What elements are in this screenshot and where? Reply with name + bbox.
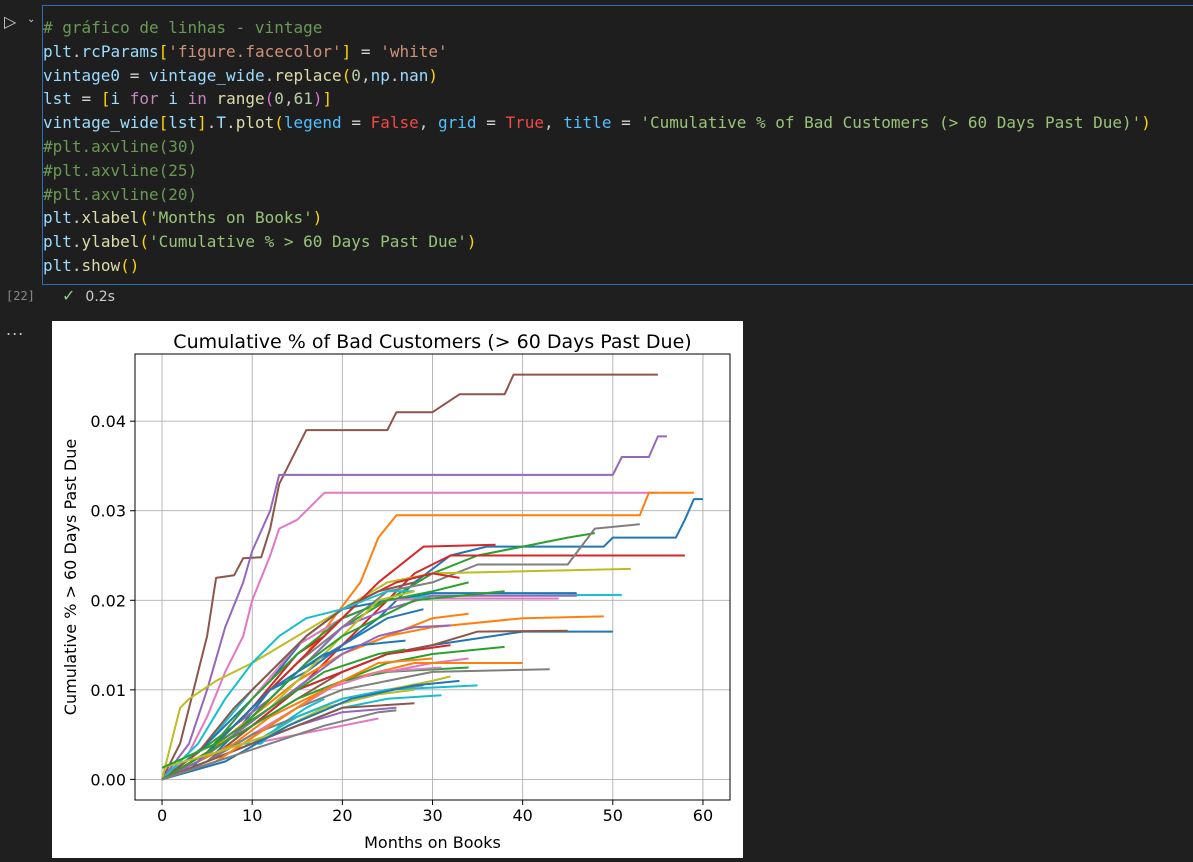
series-line-41 bbox=[161, 702, 415, 781]
x-axis-label: Months on Books bbox=[364, 833, 501, 852]
code-line: plt.ylabel('Cumulative % > 60 Days Past … bbox=[43, 232, 477, 252]
code-line: #plt.axvline(30) bbox=[43, 136, 198, 156]
chevron-down-icon[interactable]: ⌄ bbox=[27, 14, 36, 25]
code-line: plt.xlabel('Months on Books') bbox=[43, 208, 323, 228]
code-line: plt.show() bbox=[43, 255, 140, 275]
series-line-45 bbox=[161, 679, 460, 781]
series-line-10 bbox=[161, 567, 631, 780]
series-line-29 bbox=[161, 581, 415, 781]
code-cell[interactable] bbox=[42, 5, 1193, 285]
code-line: vintage0 = vintage_wide.replace(0,np.nan… bbox=[43, 65, 439, 85]
code-editor[interactable]: # gráfico de linhas - vintage plt.rcParam… bbox=[43, 16, 1151, 278]
more-actions-icon[interactable]: ... bbox=[6, 320, 25, 339]
y-tick-label: 0.03 bbox=[90, 502, 126, 521]
series-line-27 bbox=[161, 581, 469, 781]
y-tick-label: 0.02 bbox=[90, 591, 126, 610]
code-line: #plt.axvline(20) bbox=[43, 184, 198, 204]
y-tick-label: 0.01 bbox=[90, 681, 126, 700]
code-line: lst = [i for i in range(0,61)] bbox=[43, 89, 333, 109]
code-line: # gráfico de linhas - vintage bbox=[43, 18, 323, 37]
x-tick-label: 60 bbox=[693, 806, 713, 825]
y-tick-label: 0.00 bbox=[90, 770, 126, 789]
y-axis-label: Cumulative % > 60 Days Past Due bbox=[61, 439, 80, 715]
code-line: plt.rcParams['figure.facecolor'] = 'whit… bbox=[43, 41, 448, 61]
x-tick-label: 40 bbox=[512, 806, 532, 825]
y-tick-label: 0.04 bbox=[90, 412, 126, 431]
series-line-1 bbox=[161, 373, 658, 780]
series-line-46 bbox=[161, 648, 406, 769]
checkmark-icon: ✓ bbox=[62, 286, 76, 305]
x-tick-label: 50 bbox=[603, 806, 623, 825]
series-line-3 bbox=[161, 491, 658, 781]
series-line-26 bbox=[161, 612, 469, 781]
execution-count: [22] bbox=[6, 289, 35, 303]
x-tick-label: 10 bbox=[242, 806, 262, 825]
execution-duration: 0.2s bbox=[85, 289, 115, 305]
series-line-47 bbox=[161, 709, 397, 781]
chart-title: Cumulative % of Bad Customers (> 60 Days… bbox=[173, 331, 691, 353]
x-tick-label: 30 bbox=[422, 806, 442, 825]
series-line-20 bbox=[161, 675, 451, 781]
series-line-34 bbox=[161, 662, 523, 781]
run-cell-icon[interactable]: ▷ bbox=[4, 12, 17, 31]
series-line-37 bbox=[161, 624, 451, 781]
series-line-2 bbox=[161, 435, 667, 781]
series-line-31 bbox=[161, 590, 415, 781]
line-chart: 0 10 20 30 40 50 60 0.00 0.01 0.02 0.03 0.04 Cumulat… bbox=[61, 331, 731, 852]
code-line: #plt.axvline(25) bbox=[43, 160, 198, 180]
x-tick-label: 0 bbox=[157, 806, 167, 825]
series-line-14 bbox=[161, 615, 604, 781]
series-line-4 bbox=[161, 491, 694, 781]
x-tick-label: 20 bbox=[332, 806, 352, 825]
output-figure: 0 10 20 30 40 50 60 0.00 0.01 0.02 0.03 0.04 Cumulat… bbox=[52, 321, 743, 858]
code-line: vintage_wide[lst].T.plot(legend = False,… bbox=[43, 113, 1151, 133]
execution-status: ✓ 0.2s bbox=[62, 286, 115, 305]
